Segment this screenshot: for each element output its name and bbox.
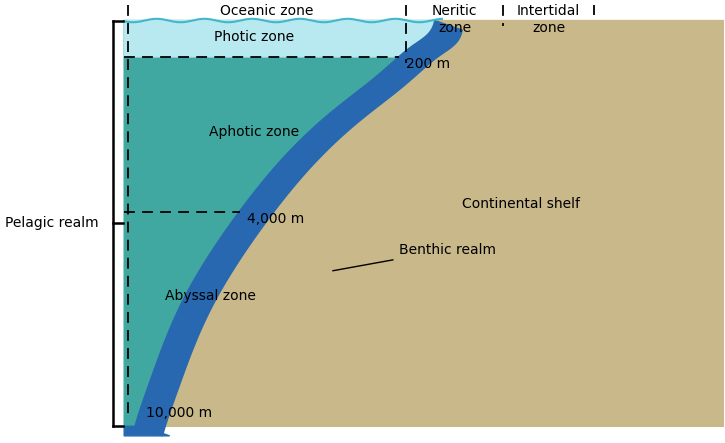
Text: Photic zone: Photic zone xyxy=(214,30,294,43)
Polygon shape xyxy=(135,20,462,436)
Text: 200 m: 200 m xyxy=(406,57,450,71)
Text: 4,000 m: 4,000 m xyxy=(247,212,304,226)
Polygon shape xyxy=(124,20,435,57)
Text: Pelagic realm: Pelagic realm xyxy=(5,217,99,230)
Polygon shape xyxy=(124,426,170,436)
Text: Continental shelf: Continental shelf xyxy=(463,197,581,211)
Text: Intertidal
zone: Intertidal zone xyxy=(517,4,580,35)
Text: Oceanic zone: Oceanic zone xyxy=(220,4,313,19)
Text: Aphotic zone: Aphotic zone xyxy=(209,124,299,139)
Text: 10,000 m: 10,000 m xyxy=(146,406,212,420)
Polygon shape xyxy=(135,20,724,426)
Text: Abyssal zone: Abyssal zone xyxy=(165,289,256,303)
Text: Benthic realm: Benthic realm xyxy=(333,243,496,271)
Text: Neritic
zone: Neritic zone xyxy=(432,4,477,35)
Polygon shape xyxy=(124,20,435,426)
